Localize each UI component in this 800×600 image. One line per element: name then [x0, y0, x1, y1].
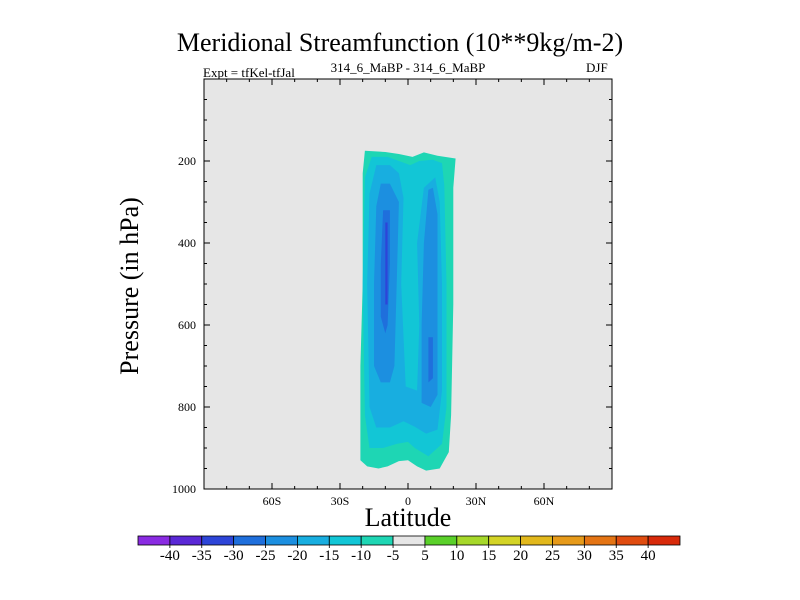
colorbar-swatch [647, 535, 681, 546]
y-tick-label: 400 [178, 236, 196, 250]
colorbar-label: 25 [545, 548, 560, 564]
colorbar-label: 20 [513, 548, 528, 564]
chart-title: Meridional Streamfunction (10**9kg/m-2) [176, 28, 624, 57]
experiment-label: Expt = tfKel-tfJal [203, 65, 295, 80]
colorbar-label: 10 [449, 548, 464, 564]
colorbar-swatch [615, 535, 649, 546]
contour-region-7 [428, 337, 433, 383]
colorbar-label: 5 [421, 548, 429, 564]
x-axis-label: Latitude [364, 503, 452, 532]
colorbar-label: 30 [577, 548, 592, 564]
colorbar-label: -25 [256, 548, 276, 564]
colorbar-swatch [360, 535, 394, 546]
colorbar-label: -20 [287, 548, 307, 564]
colorbar-swatch [488, 535, 521, 546]
center-subtitle: 314_6_MaBP - 314_6_MaBP [330, 60, 486, 75]
contour-region-8 [385, 222, 388, 305]
colorbar-swatch [137, 535, 171, 546]
colorbar-label: -5 [387, 548, 400, 564]
colorbar-swatch [265, 535, 298, 546]
colorbar-label: -10 [351, 548, 371, 564]
colorbar-swatch [392, 535, 426, 546]
colorbar-label: 15 [481, 548, 496, 564]
colorbar-label: -15 [319, 548, 339, 564]
colorbar-swatch [169, 535, 203, 546]
colorbar-label: 35 [609, 548, 624, 564]
season-label: DJF [586, 60, 608, 75]
colorbar-swatch [328, 535, 362, 546]
y-tick-label: 200 [178, 154, 196, 168]
colorbar-swatch [424, 535, 458, 546]
colorbar-swatch [297, 535, 330, 546]
colorbar-swatch [583, 535, 617, 546]
contour-region-5 [421, 187, 438, 407]
colorbar-swatch [520, 535, 553, 546]
x-tick-label: 0 [405, 494, 411, 508]
x-tick-label: 30N [466, 494, 487, 508]
y-tick-label: 1000 [172, 482, 196, 496]
colorbar-swatch [233, 535, 266, 546]
colorbar-label: 40 [641, 548, 656, 564]
x-tick-label: 30S [331, 494, 350, 508]
colorbar-swatch [456, 535, 490, 546]
x-tick-label: 60S [263, 494, 282, 508]
colorbar-swatch [552, 535, 585, 546]
y-tick-label: 600 [178, 318, 196, 332]
colorbar-label: -35 [192, 548, 212, 564]
y-tick-label: 800 [178, 400, 196, 414]
colorbar-swatch [201, 535, 235, 546]
x-tick-label: 60N [534, 494, 555, 508]
colorbar-label: -40 [160, 548, 180, 564]
colorbar-label: -30 [224, 548, 244, 564]
